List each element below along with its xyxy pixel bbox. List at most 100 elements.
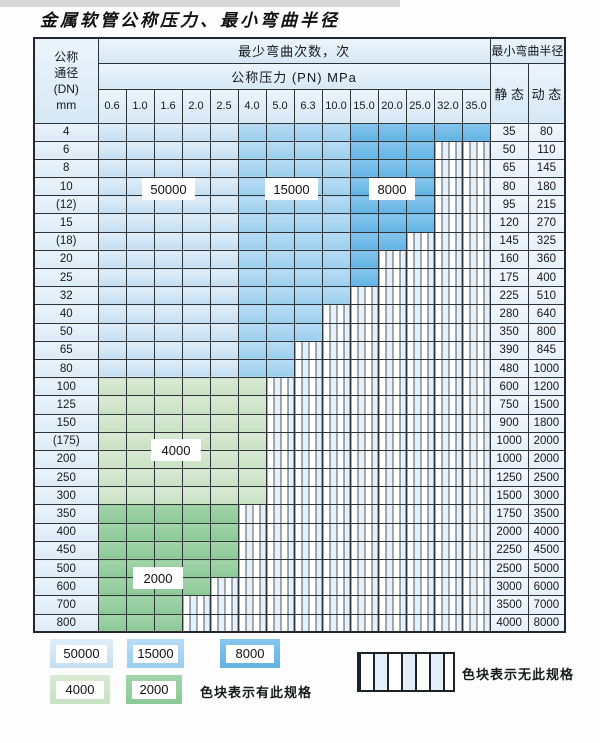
no-spec-cell [461,558,491,579]
spec-cell-50000 [125,158,155,179]
spec-cell-4000 [125,431,155,451]
dn-cell: 40 [33,304,99,324]
corner-line-4: mm [56,97,77,112]
no-spec-cell [461,431,491,451]
spec-cell-50000 [97,177,127,197]
no-spec-cell [461,449,491,470]
spec-cell-2000 [97,595,127,615]
no-spec-cell [293,486,323,506]
spec-cell-8000 [349,231,379,251]
spec-cell-15000 [265,213,295,233]
no-spec-cell [209,613,239,633]
spec-cell-4000 [153,413,183,433]
pressure-col-header: 15.0 [349,88,379,124]
no-spec-cell [405,558,435,579]
spec-cell-8000 [349,249,379,270]
no-spec-cell [433,340,463,360]
no-spec-cell [321,340,351,360]
table-row: 4 35 80 [33,122,566,142]
no-spec-cell [377,249,407,270]
dynamic-value-cell: 6000 [527,577,566,597]
spec-cell-50000 [209,195,239,215]
spec-cell-50000 [153,340,183,360]
no-spec-cell [265,395,295,415]
no-spec-cell [405,286,435,306]
spec-cell-15000 [321,249,351,270]
no-spec-cell [349,304,379,324]
spec-cell-50000 [209,249,239,270]
no-spec-cell [265,522,295,542]
spec-cell-15000 [237,122,267,142]
spec-cell-2000 [97,558,127,579]
spec-cell-50000 [153,358,183,379]
spec-cell-15000 [237,140,267,160]
dn-cell: 6 [33,140,99,160]
no-spec-cell [405,540,435,561]
no-spec-cell [209,577,239,597]
spec-cell-4000 [97,413,127,433]
table-row: 40 280 640 [33,304,566,324]
static-value-cell: 280 [489,304,529,324]
spec-cell-2000 [181,522,211,542]
no-spec-cell [265,577,295,597]
no-spec-cell [321,577,351,597]
dn-cell: 80 [33,358,99,379]
spec-cell-2000 [125,540,155,561]
spec-cell-2000 [153,595,183,615]
no-spec-cell [293,613,323,633]
static-value-cell: 3500 [489,595,529,615]
spec-cell-2000 [153,504,183,524]
no-spec-cell [321,595,351,615]
no-spec-cell [321,413,351,433]
no-spec-cell [461,377,491,397]
static-value-cell: 145 [489,231,529,251]
spec-cell-50000 [153,158,183,179]
spec-cell-15000 [293,249,323,270]
spec-cell-8000 [405,158,435,179]
legend-swatch-label: 4000 [56,680,104,699]
dn-cell: 8 [33,158,99,179]
spec-cell-4000 [153,468,183,488]
spec-cell-15000 [237,286,267,306]
table-row: 200 1000 2000 [33,449,566,470]
no-spec-cell [321,322,351,342]
dynamic-value-cell: 215 [527,195,566,215]
spec-cell-15000 [293,140,323,160]
dynamic-value-cell: 270 [527,213,566,233]
no-spec-cell [461,249,491,270]
spec-cell-50000 [153,267,183,288]
no-spec-cell [461,595,491,615]
dn-cell: 25 [33,267,99,288]
cycle-count-label-15000: 15000 [265,178,318,200]
spec-cell-50000 [181,286,211,306]
legend-swatch-50000: 50000 [50,639,113,668]
no-spec-cell [461,140,491,160]
no-spec-cell [321,504,351,524]
no-spec-cell [377,486,407,506]
table-row: 65 390 845 [33,340,566,360]
spec-cell-15000 [237,340,267,360]
dn-cell: 15 [33,213,99,233]
spec-cell-2000 [97,613,127,633]
dynamic-value-cell: 3500 [527,504,566,524]
static-value-cell: 480 [489,358,529,379]
no-spec-cell [433,267,463,288]
dn-cell: 200 [33,449,99,470]
dynamic-value-cell: 325 [527,231,566,251]
spec-cell-2000 [97,504,127,524]
no-spec-cell [349,431,379,451]
spec-table: 公称 通径 (DN) mm 最少弯曲次数，次 最小弯曲半径 公称压力 (PN) … [33,37,567,634]
corner-line-3: (DN) [53,81,79,96]
dynamic-value-cell: 5000 [527,558,566,579]
spec-cell-15000 [293,286,323,306]
dn-cell: 450 [33,540,99,561]
spec-cell-8000 [349,122,379,142]
spec-cell-15000 [237,231,267,251]
table-row: 100 600 1200 [33,377,566,397]
spec-cell-50000 [209,340,239,360]
no-spec-cell [293,540,323,561]
no-spec-cell [293,431,323,451]
no-spec-cell [461,231,491,251]
no-spec-cell [349,613,379,633]
spec-cell-2000 [181,504,211,524]
